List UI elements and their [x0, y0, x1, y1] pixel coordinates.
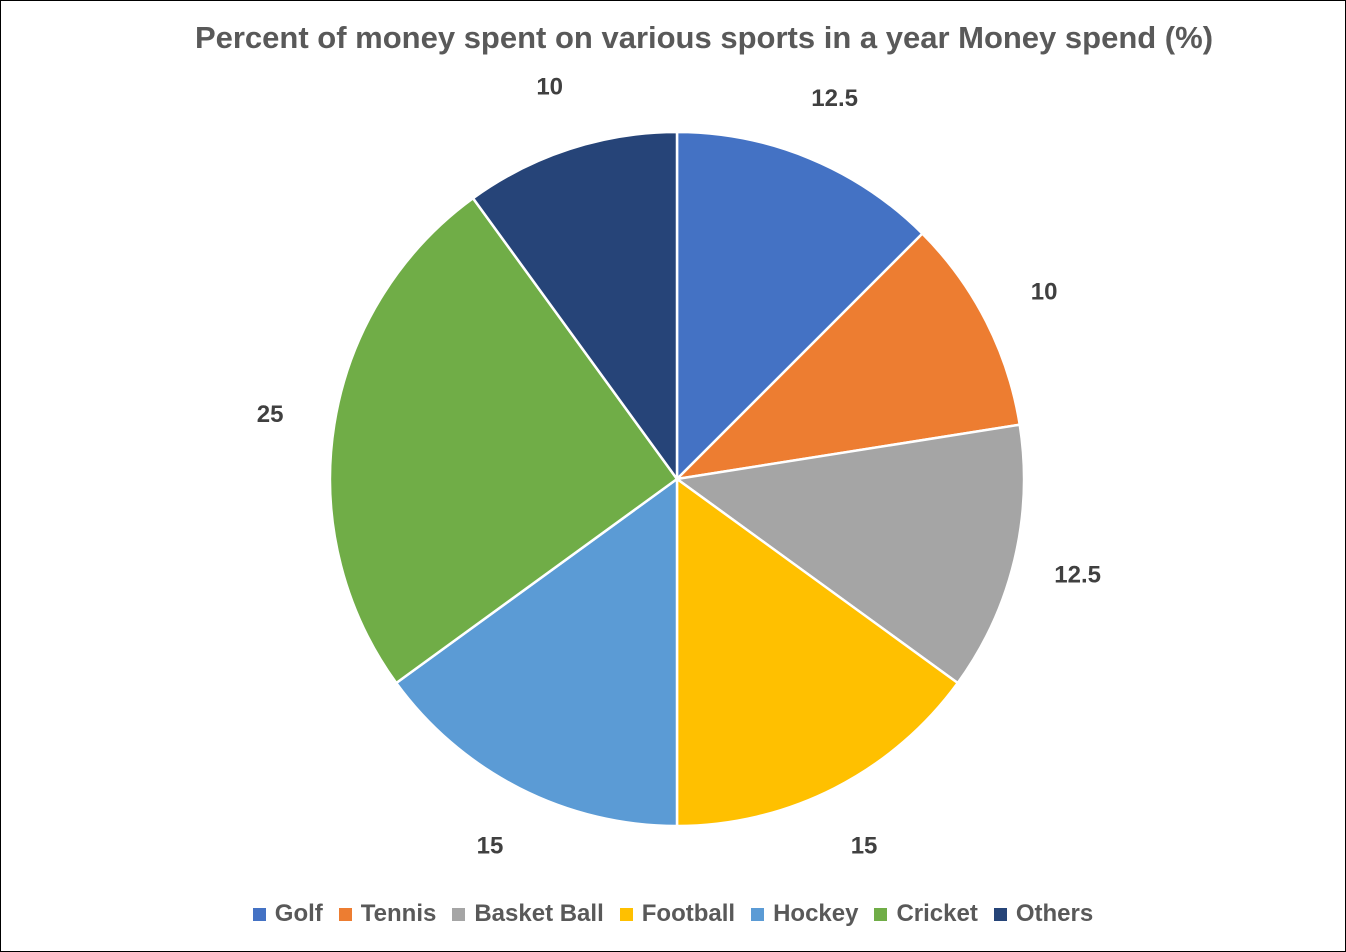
legend-label: Basket Ball: [474, 900, 604, 927]
legend-swatch: [338, 907, 352, 921]
pie-slice-others: [471, 130, 679, 481]
pie-slice-football: [675, 477, 959, 828]
legend-label: Tennis: [360, 900, 437, 927]
legend-item-tennis: Tennis: [338, 900, 437, 928]
pie-slice-tennis: [675, 232, 1021, 481]
legend-swatch: [993, 907, 1007, 921]
legend-item-golf: Golf: [252, 900, 323, 928]
legend-label: Golf: [274, 900, 323, 927]
data-label-cricket: 25: [257, 401, 284, 428]
data-label-football: 15: [851, 833, 878, 860]
pie-slice-basket-ball: [675, 423, 1026, 685]
legend-item-basket-ball: Basket Ball: [452, 900, 604, 928]
legend-swatch: [452, 907, 466, 921]
legend-item-hockey: Hockey: [751, 900, 858, 928]
legend-swatch: [751, 907, 765, 921]
data-label-basket-ball: 12.5: [1054, 562, 1101, 589]
legend-item-football: Football: [619, 900, 736, 928]
legend-item-cricket: Cricket: [874, 900, 978, 928]
data-label-tennis: 10: [1031, 278, 1058, 305]
data-label-hockey: 15: [477, 833, 504, 860]
pie-slice-cricket: [328, 197, 679, 685]
pie-slice-hockey: [395, 477, 679, 828]
legend-item-others: Others: [993, 900, 1094, 928]
data-labels: 12.5 10 12.5 15 15 25 10: [257, 74, 1101, 860]
legend-label: Football: [641, 900, 736, 927]
chart-legend: Golf Tennis Basket Ball Football Hockey Crick…: [0, 898, 1346, 930]
chart-title: Percent of money spent on various sports…: [194, 20, 1214, 55]
legend-label: Others: [1015, 900, 1094, 927]
legend-swatch: [252, 907, 266, 921]
pie-slice-golf: [675, 130, 924, 481]
legend-label: Hockey: [773, 900, 859, 927]
data-label-others: 10: [536, 74, 563, 101]
data-label-golf: 12.5: [811, 85, 858, 112]
legend-swatch: [619, 907, 633, 921]
pie-slices: [328, 130, 1026, 828]
legend-label: Cricket: [896, 900, 978, 927]
legend-swatch: [874, 907, 888, 921]
